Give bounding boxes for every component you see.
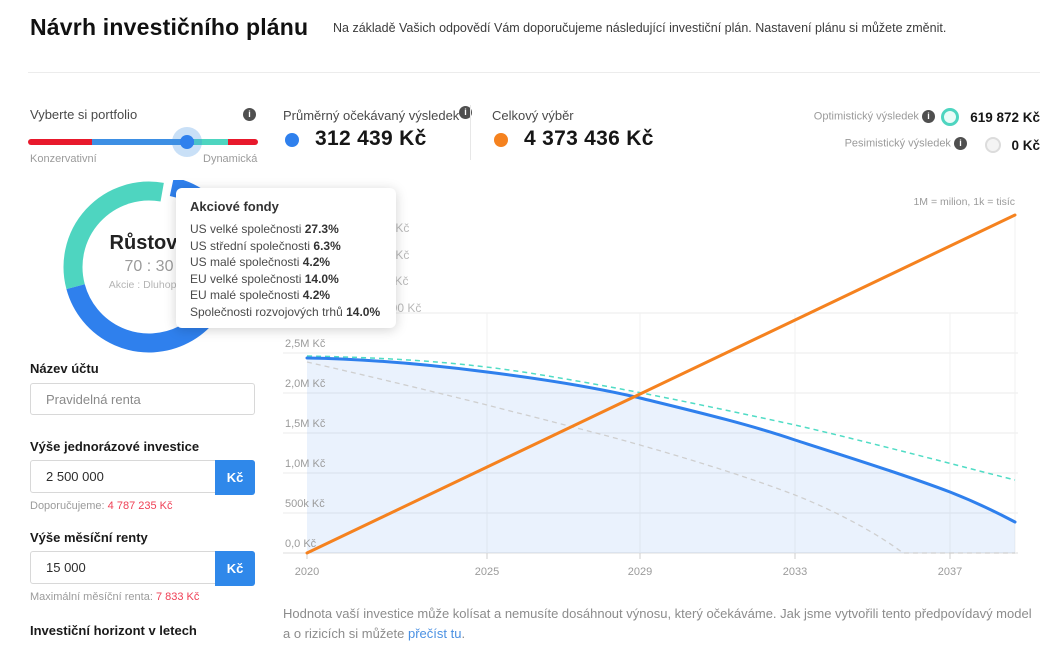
donut-center-text: Růstové 70 : 30 Akcie : Dluhopisy (62, 232, 236, 291)
read-more-link[interactable]: přečíst tu (408, 626, 462, 641)
lump-sum-label: Výše jednorázové investice (30, 439, 200, 454)
portfolio-ratio: 70 : 30 (124, 258, 174, 275)
pessimistic-result-marker (985, 137, 1001, 153)
tooltip-row: US velké společnosti 27.3% (190, 222, 339, 236)
equity-funds-tooltip: Akciové fondy US velké společnosti 27.3%… (176, 188, 396, 328)
x-tick-label: 2033 (783, 566, 807, 578)
slider-segment-growth[interactable] (193, 139, 229, 145)
account-name-label: Název účtu (30, 361, 99, 376)
optimistic-line[interactable] (306, 355, 1016, 481)
monthly-rent-label: Výše měsíční renty (30, 530, 148, 545)
optimistic-result-marker (941, 108, 959, 126)
page-title: Návrh investičního plánu (30, 14, 309, 40)
page-subtitle: Na základě Vašich odpovědí Vám doporučuj… (333, 21, 947, 35)
optimistic-result-row: Optimistický výsledek i (780, 108, 935, 126)
header-divider (28, 72, 1040, 73)
account-name-input[interactable] (31, 384, 254, 414)
slider-segment-conservative[interactable] (28, 139, 93, 145)
y-tick-label: 1,5M Kč (285, 418, 326, 430)
slider-max-label: Dynamická (203, 153, 258, 165)
x-tick-label: 2029 (628, 566, 652, 578)
x-tick-label: 2025 (475, 566, 499, 578)
tooltip-row: EU velké společnosti 14.0% (190, 271, 339, 286)
portfolio-ratio-caption: Akcie : Dluhopisy (108, 279, 190, 291)
optimistic-result-value: 619 872 Kč (970, 110, 1040, 125)
pessimistic-result-label: Pesimistický výsledek i (845, 137, 967, 150)
optimistic-result-label: Optimistický výsledek i (814, 110, 935, 123)
donut-bonds-segment[interactable] (63, 181, 164, 290)
metrics-divider (470, 105, 471, 160)
pessimistic-result-row: Pesimistický výsledek i (780, 135, 967, 153)
average-result-label: Průměrný očekávaný výsledek (283, 108, 460, 123)
pessimistic-line[interactable] (306, 361, 1015, 554)
account-name-field (30, 383, 255, 415)
chart-units-note: 1M = milion, 1k = tisíc (913, 196, 1015, 208)
lump-sum-currency-button[interactable]: Kč (215, 460, 255, 495)
average-result-value: 312 439 Kč (315, 127, 427, 150)
lump-sum-field: Kč (30, 460, 255, 495)
withdrawals-line[interactable] (305, 213, 1017, 555)
portfolio-risk-slider[interactable] (28, 127, 258, 157)
tooltip-row: US malé společnosti 4.2% (190, 255, 331, 269)
y-tick-label: 500k Kč (285, 498, 325, 510)
slider-segment-dynamic[interactable] (228, 139, 258, 145)
disclaimer-text: Hodnota vaší investice může kolísat a ne… (283, 606, 1032, 641)
pessimistic-result-value: 0 Kč (1011, 138, 1040, 153)
tooltip-title: Akciové fondy (190, 199, 279, 214)
info-icon[interactable]: i (922, 110, 935, 123)
slider-min-label: Konzervativní (30, 153, 97, 165)
horizon-label: Investiční horizont v letech (30, 623, 197, 638)
y-tick-label: 0,0 Kč (285, 538, 317, 550)
monthly-rent-currency-button[interactable]: Kč (215, 551, 255, 586)
monthly-rent-hint: Maximální měsíční renta: 7 833 Kč (30, 591, 200, 603)
info-icon[interactable]: i (243, 108, 256, 121)
y-tick-label: 1,0M Kč (285, 458, 326, 470)
y-tick-label: 2,0M Kč (285, 378, 326, 390)
slider-handle[interactable] (171, 127, 202, 157)
portfolio-name: Růstové (109, 232, 189, 254)
x-tick-label: 2037 (938, 566, 962, 578)
average-line[interactable] (305, 356, 1017, 524)
tooltip-row: Společnosti rozvojových trhů 14.0% (190, 304, 381, 319)
info-icon[interactable]: i (459, 106, 472, 119)
average-result-dot (285, 133, 299, 147)
total-withdrawal-dot (494, 133, 508, 147)
total-withdrawal-value: 4 373 436 Kč (524, 127, 654, 150)
recommended-value: 4 787 235 Kč (107, 500, 173, 512)
y-tick-label: 2,5M Kč (285, 338, 326, 350)
x-tick-label: 2020 (295, 566, 319, 578)
monthly-rent-field: Kč (30, 551, 255, 586)
portfolio-selector-label: Vyberte si portfolio (30, 107, 138, 122)
total-withdrawal-label: Celkový výběr (492, 108, 574, 123)
tooltip-row: US střední společnosti 6.3% (190, 238, 341, 253)
max-rent-value: 7 833 Kč (155, 591, 200, 603)
average-area-fill (307, 358, 1015, 553)
slider-segment-current[interactable] (92, 139, 194, 145)
info-icon[interactable]: i (954, 137, 967, 150)
tooltip-row: EU malé společnosti 4.2% (190, 288, 331, 302)
lump-sum-hint: Doporučujeme: 4 787 235 Kč (30, 500, 173, 512)
